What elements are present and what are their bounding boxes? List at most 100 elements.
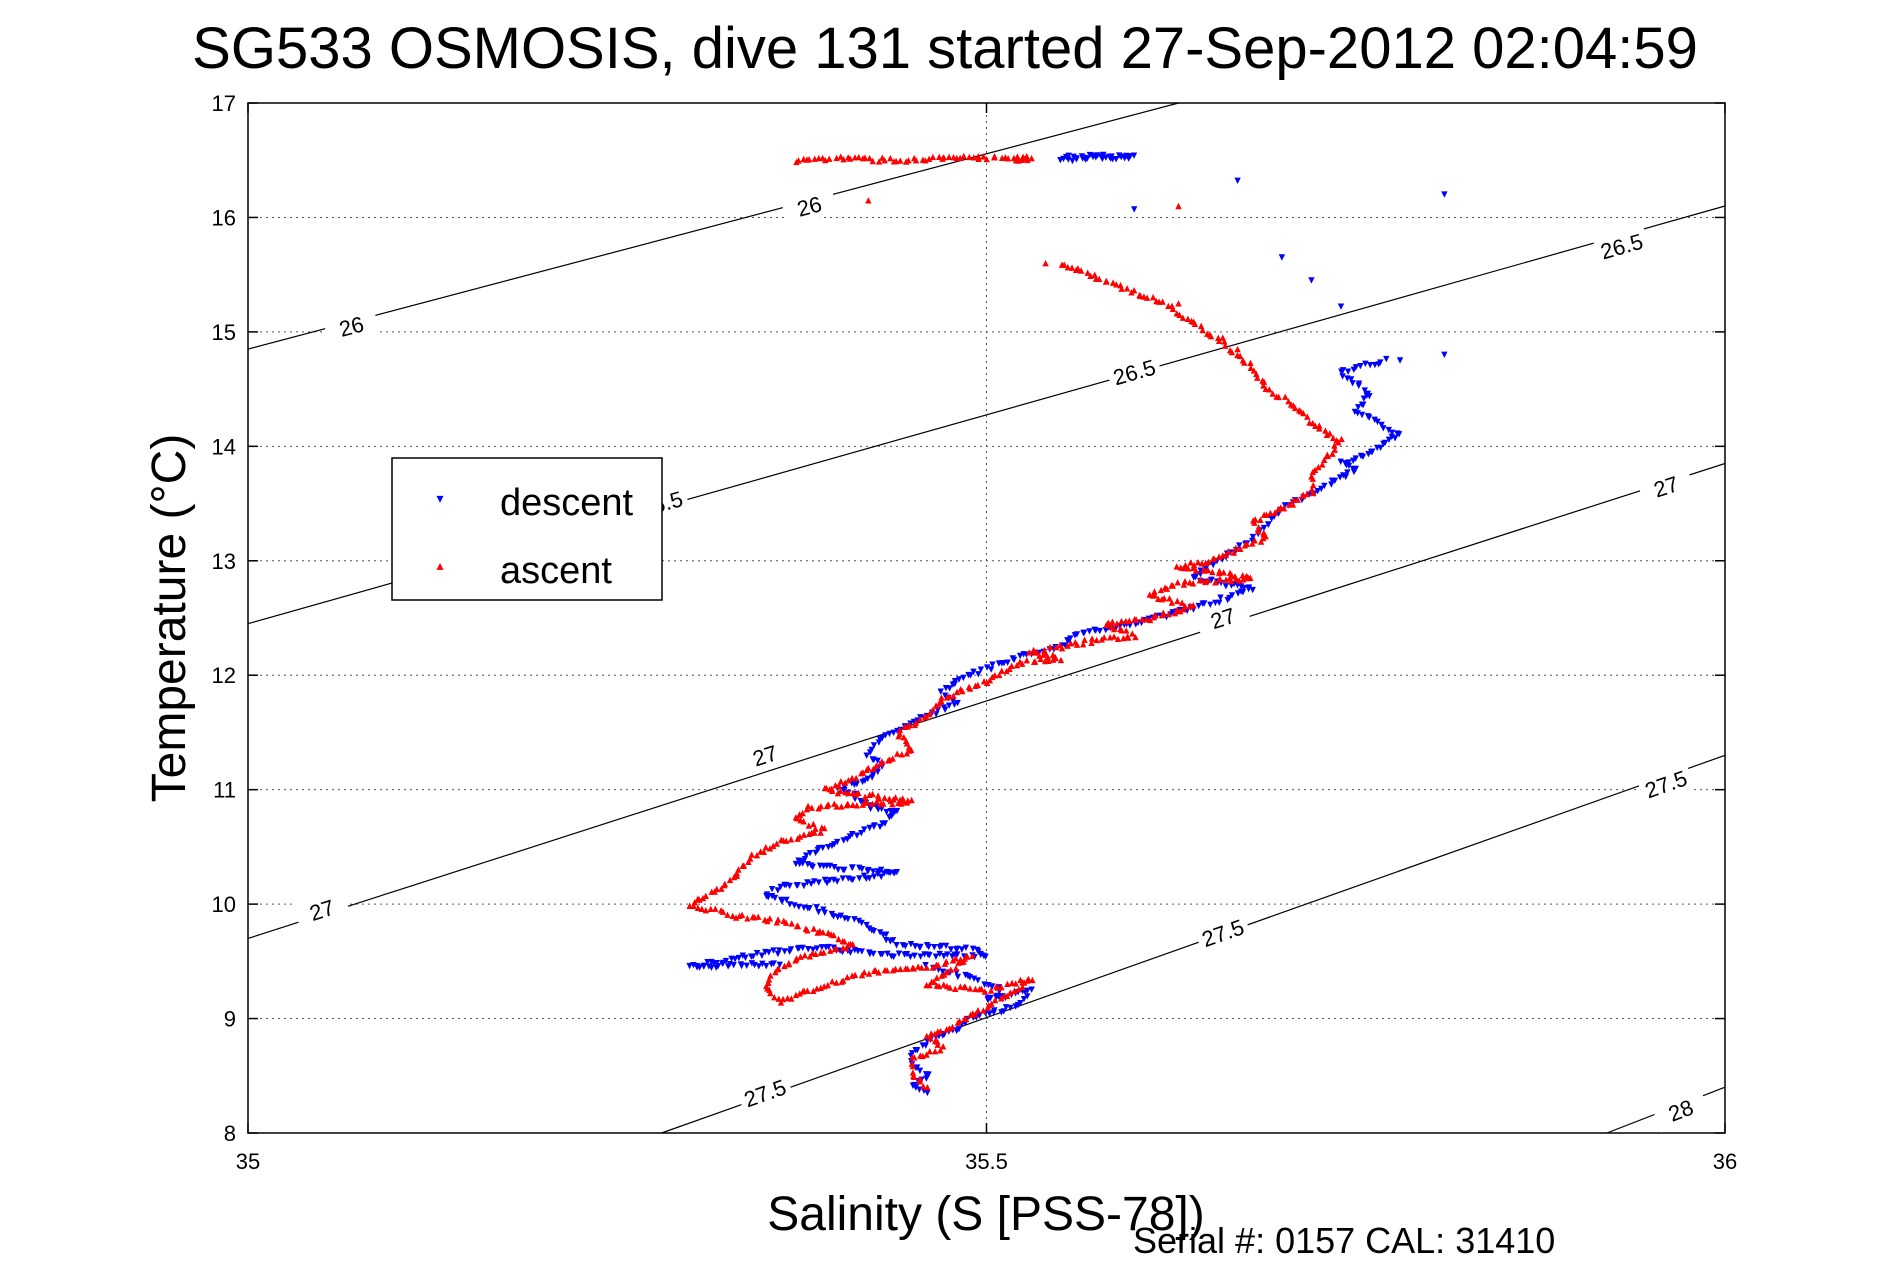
ascent-marker [801, 951, 809, 959]
ascent-marker [1068, 264, 1076, 271]
ascent-marker [819, 928, 827, 936]
ascent-marker [845, 789, 852, 797]
descent-marker [958, 946, 966, 953]
descent-marker [912, 1046, 919, 1054]
descent-marker [861, 826, 868, 833]
y-tick-label: 11 [213, 778, 236, 803]
ascent-marker [950, 692, 957, 700]
legend-ascent-label: ascent [500, 550, 612, 592]
ascent-marker [1300, 409, 1307, 417]
ascent-marker [1113, 281, 1120, 288]
ascent-marker [1251, 519, 1258, 526]
ascent-marker [1169, 305, 1177, 312]
ascent-marker [917, 1052, 924, 1059]
ascent-marker [779, 995, 787, 1003]
ascent-marker [794, 835, 801, 842]
ascent-marker [1067, 640, 1075, 647]
ascent-marker [729, 912, 736, 919]
ascent-marker [980, 678, 988, 685]
descent-marker [759, 960, 766, 968]
ascent-marker [908, 796, 915, 804]
ascent-marker [1241, 542, 1249, 549]
ascent-marker [1122, 617, 1130, 625]
ascent-marker [972, 682, 979, 690]
descent-marker [917, 953, 924, 960]
descent-marker [980, 952, 987, 960]
descent-marker [975, 671, 982, 678]
ascent-marker [1143, 615, 1150, 623]
ascent-marker [1174, 579, 1181, 586]
descent-marker [1065, 156, 1072, 163]
ascent-marker [980, 1007, 987, 1014]
ascent-marker [952, 985, 959, 992]
axis-ticks: 35 35.5 36 8 9 10 11 12 13 14 15 16 17 [212, 91, 1738, 1174]
descent-marker [812, 849, 819, 857]
ascent-marker [1114, 635, 1122, 642]
ascent-marker [794, 922, 802, 930]
ascent-marker [1110, 625, 1118, 633]
ascent-marker [934, 1028, 942, 1035]
descent-marker [1236, 542, 1243, 549]
descent-marker [986, 1010, 993, 1018]
ascent-marker [833, 979, 840, 986]
descent-marker [837, 912, 844, 920]
descent-marker [887, 869, 894, 876]
ascent-marker [1128, 289, 1135, 296]
ascent-marker [827, 947, 834, 954]
ascent-marker [874, 792, 882, 799]
descent-marker [781, 881, 788, 889]
ascent-marker [1236, 352, 1244, 360]
ascent-marker [898, 751, 905, 758]
ascent-marker [721, 881, 728, 889]
x-tick-label: 36 [1713, 1149, 1737, 1174]
ascent-marker [855, 153, 862, 161]
ascent-marker [1309, 475, 1317, 482]
ascent-marker [1204, 566, 1212, 574]
ascent-marker [946, 984, 954, 991]
descent-marker [1102, 627, 1109, 634]
ascent-marker [957, 685, 964, 693]
descent-marker [1380, 425, 1387, 432]
ascent-marker [829, 978, 836, 985]
ascent-marker [998, 995, 1005, 1002]
ascent-marker [804, 927, 811, 934]
ascent-marker [1118, 627, 1125, 634]
ascent-marker [1216, 567, 1223, 575]
ascent-marker [1158, 611, 1166, 619]
descent-marker [1131, 206, 1138, 213]
ascent-marker [1225, 548, 1233, 555]
ascent-marker [964, 953, 971, 960]
ascent-marker [796, 990, 803, 997]
ascent-marker [794, 815, 801, 822]
ascent-marker [969, 952, 976, 960]
ascent-marker [1257, 538, 1265, 545]
ascent-marker [774, 916, 782, 923]
descent-marker [845, 875, 852, 882]
ascent-marker [1209, 568, 1216, 576]
ascent-marker [861, 154, 869, 161]
descent-marker [804, 945, 812, 953]
descent-marker [748, 960, 756, 967]
descent-marker [804, 879, 811, 886]
descent-marker [818, 944, 826, 951]
ascent-marker [1109, 618, 1116, 625]
ascent-marker [916, 715, 924, 723]
ascent-marker [1103, 277, 1110, 285]
ascent-marker [1023, 657, 1031, 664]
contour-label-bg [1193, 596, 1252, 640]
descent-marker [1024, 987, 1031, 995]
ascent-marker [1016, 658, 1024, 665]
ascent-marker [929, 153, 937, 161]
descent-marker [807, 880, 815, 888]
descent-marker [858, 919, 865, 927]
ascent-marker [777, 999, 785, 1006]
descent-marker [1099, 155, 1106, 163]
descent-marker [942, 684, 950, 692]
descent-marker [882, 931, 890, 938]
ascent-marker [929, 706, 936, 714]
descent-marker [1358, 411, 1366, 419]
ascent-marker [1171, 610, 1179, 617]
ascent-marker [1143, 294, 1151, 301]
ascent-marker [896, 726, 904, 734]
ascent-marker [782, 919, 790, 926]
